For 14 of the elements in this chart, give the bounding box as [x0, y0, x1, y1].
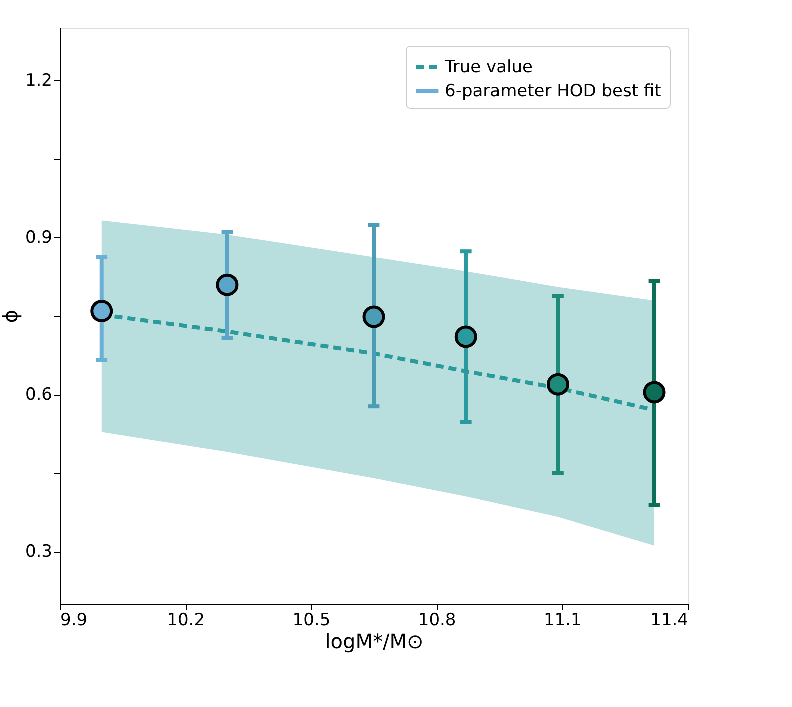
- x-tick-label: 11.4: [650, 610, 688, 630]
- y-tick-label: 0.6: [25, 385, 52, 406]
- y-tick-label: 1.2: [25, 70, 52, 91]
- x-tick-label: 10.8: [418, 610, 456, 630]
- legend-label: True value: [444, 58, 533, 78]
- x-tick-label: 9.9: [60, 610, 88, 630]
- legend-label: 6-parameter HOD best fit: [445, 82, 662, 102]
- x-tick-label: 10.5: [292, 610, 331, 630]
- y-axis-title: ϕ: [0, 310, 22, 324]
- y-tick-label: 0.9: [25, 228, 52, 248]
- x-tick-label: 11.1: [544, 610, 582, 630]
- x-tick-label: 10.2: [167, 610, 206, 630]
- y-tick-label: 0.3: [25, 542, 52, 562]
- x-axis-title: logM*/M⊙: [325, 630, 424, 654]
